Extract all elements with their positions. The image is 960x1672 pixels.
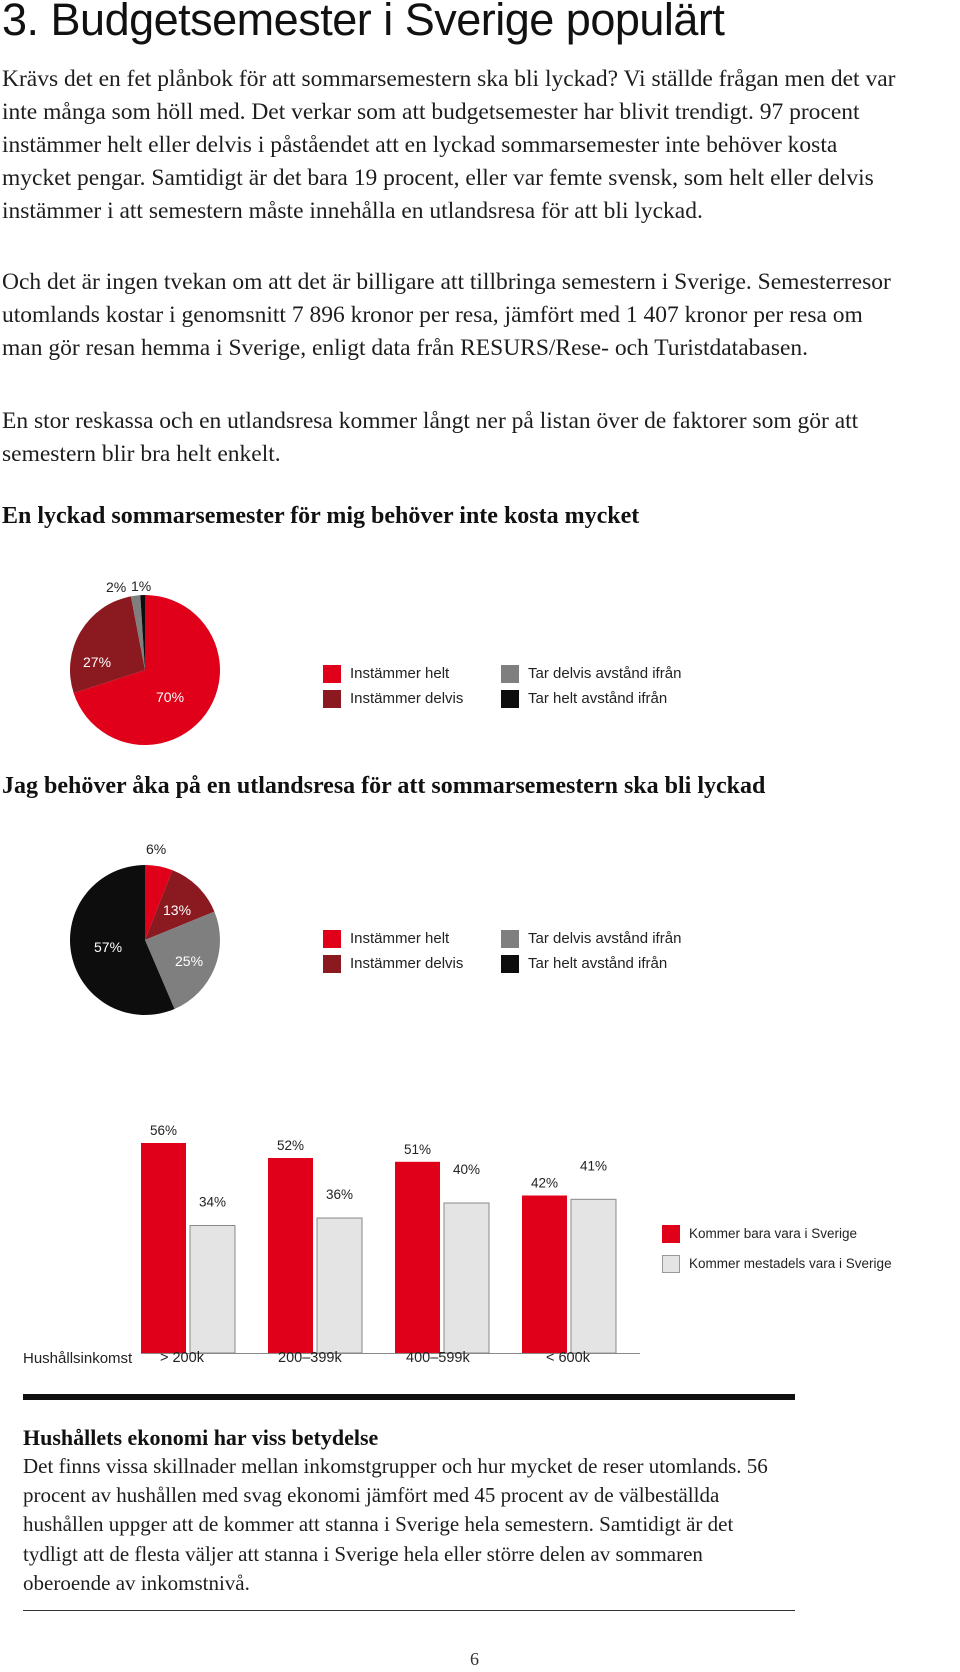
box-text: Det finns vissa skillnader mellan inkoms…	[23, 1454, 768, 1595]
bar-bara-sverige-1	[141, 1143, 186, 1353]
factors-paragraph: En stor reskassa och en utlandsresa komm…	[2, 408, 859, 467]
bar-value-label: 40%	[453, 1162, 480, 1177]
pie-slice-tar-delvis-avstand	[130, 595, 145, 670]
x-tick-label: 400–599k	[406, 1350, 470, 1366]
bar-mestadels-sverige-4	[570, 1198, 617, 1354]
pie-slice-instammer-helt	[145, 865, 173, 940]
cost-paragraph: Och det är ingen tvekan om att det är bi…	[2, 269, 891, 361]
legend-label: Tar helt avstånd ifrån	[528, 955, 668, 972]
pie-slice-tar-helt-avstand	[140, 595, 145, 670]
pie-value-label-instammer-helt: 70%	[156, 689, 184, 705]
box-heading: Hushållets ekonomi har viss betydelse	[23, 1425, 379, 1450]
pie-value-label-instammer-delvis: 27%	[83, 654, 111, 670]
bar-value-label: 36%	[326, 1187, 353, 1202]
legend-swatch	[323, 955, 341, 973]
pie-slice-tar-helt-avstand	[69, 865, 175, 1015]
pie-slice-instammer-delvis	[69, 596, 145, 694]
bar-value-label: 41%	[580, 1158, 607, 1173]
pie1-legend: Instämmer helt Instämmer delvis Tar delvis…	[323, 665, 723, 710]
pie-value-label-tar-helt-avstand: 1%	[131, 578, 151, 594]
bar-value-label: 52%	[277, 1138, 304, 1153]
bar-chart-income: 56% 52% 51% 42% 34% 36% 40% 41% Hushållsinkomst >…	[23, 1123, 640, 1367]
x-axis-label: Hushållsinkomst	[23, 1350, 133, 1367]
pie-value-label-tar-delvis-avstand: 25%	[175, 953, 203, 969]
legend-swatch	[323, 665, 341, 683]
legend-label: Instämmer delvis	[350, 690, 464, 707]
bar-value-label: 51%	[404, 1142, 431, 1157]
legend-swatch	[501, 690, 519, 708]
legend-swatch	[323, 690, 341, 708]
pie-slice-instammer-helt	[73, 595, 220, 745]
bar-value-label: 34%	[199, 1195, 226, 1210]
pie-chart-abroad: 6% 13% 25% 57%	[69, 841, 220, 1015]
legend-label: Instämmer helt	[350, 930, 450, 947]
pie-slice-tar-delvis-avstand	[145, 911, 220, 1009]
page-title: 3. Budgetsemester i Sverige populärt	[2, 0, 725, 45]
legend-label: Tar helt avstånd ifrån	[528, 690, 668, 707]
legend-label: Tar delvis avstånd ifrån	[528, 930, 682, 947]
bar-bara-sverige-4	[522, 1195, 567, 1353]
box-divider-top	[23, 1394, 795, 1400]
legend-swatch	[501, 955, 519, 973]
legend-swatch	[501, 930, 519, 948]
legend-label: Kommer bara vara i Sverige	[689, 1226, 858, 1241]
legend-label: Tar delvis avstånd ifrån	[528, 665, 682, 682]
bar-bara-sverige-2	[268, 1158, 313, 1353]
pie-value-label-tar-delvis-avstand: 2%	[106, 579, 126, 595]
pie-value-label-instammer-helt: 6%	[146, 841, 166, 857]
bar-value-label: 42%	[531, 1176, 558, 1191]
x-tick-label: < 600k	[546, 1350, 591, 1366]
legend-swatch	[662, 1225, 680, 1243]
legend-swatch	[501, 665, 519, 683]
x-tick-label: 200–399k	[278, 1350, 342, 1366]
intro-paragraph: Krävs det en fet plånbok för att sommars…	[2, 66, 896, 224]
bar-mestadels-sverige-1	[189, 1225, 236, 1354]
box-divider-bottom	[23, 1610, 795, 1611]
x-tick-label: > 200k	[160, 1350, 205, 1366]
bar-legend: Kommer bara vara i Sverige Kommer mestade…	[662, 1225, 942, 1275]
bar-mestadels-sverige-2	[316, 1217, 363, 1354]
legend-swatch	[662, 1255, 680, 1273]
legend-swatch	[323, 930, 341, 948]
pie-chart-cost: 70% 27% 2% 1%	[69, 578, 220, 745]
page-number: 6	[470, 1649, 479, 1669]
legend-label: Instämmer delvis	[350, 955, 464, 972]
bar-bara-sverige-3	[395, 1161, 440, 1354]
pie-value-label-tar-helt-avstand: 57%	[94, 939, 122, 955]
bar-value-label: 56%	[150, 1123, 177, 1138]
pie2-title: Jag behöver åka på en utlandsresa för at…	[2, 773, 766, 799]
pie-slice-instammer-delvis	[145, 870, 215, 940]
pie1-title: En lyckad sommarsemester för mig behöver…	[2, 503, 640, 529]
legend-label: Kommer mestadels vara i Sverige	[689, 1256, 892, 1271]
pie-value-label-instammer-delvis: 13%	[163, 902, 191, 918]
legend-label: Instämmer helt	[350, 665, 450, 682]
bar-mestadels-sverige-3	[443, 1202, 490, 1354]
pie2-legend: Instämmer helt Instämmer delvis Tar delvis…	[323, 930, 723, 975]
